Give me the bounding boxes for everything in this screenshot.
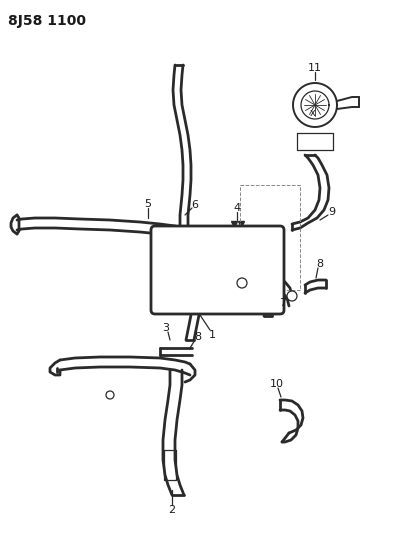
Text: 2: 2 (168, 505, 176, 515)
Text: 3: 3 (162, 323, 170, 333)
Circle shape (106, 391, 114, 399)
Text: x: x (310, 108, 316, 118)
Text: 8J58 1100: 8J58 1100 (8, 14, 86, 28)
Text: 8: 8 (194, 332, 201, 342)
Text: 10: 10 (270, 379, 284, 389)
FancyBboxPatch shape (151, 226, 284, 314)
Text: 7: 7 (279, 298, 286, 308)
Text: 4: 4 (233, 203, 241, 213)
Circle shape (287, 291, 297, 301)
Text: 11: 11 (308, 63, 322, 73)
Circle shape (237, 278, 247, 288)
Text: 8: 8 (316, 259, 324, 269)
Text: 5: 5 (144, 199, 152, 209)
Text: 9: 9 (328, 207, 336, 217)
Text: 1: 1 (209, 330, 215, 340)
Text: 6: 6 (192, 200, 198, 210)
